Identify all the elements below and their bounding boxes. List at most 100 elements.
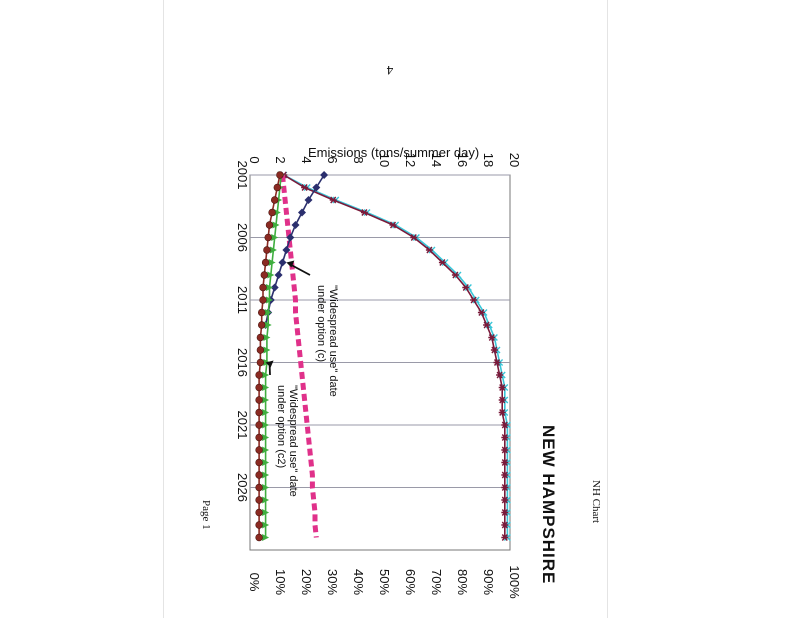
data-point (255, 408, 263, 417)
y-tick-label: 4 (299, 156, 314, 163)
data-point (255, 483, 263, 492)
data-point (501, 496, 509, 504)
data-point (425, 246, 433, 254)
y-tick-label: 10 (377, 153, 392, 167)
data-point (329, 196, 337, 204)
data-point (477, 309, 485, 316)
data-point (438, 259, 446, 266)
y-tick-label: 6 (325, 156, 340, 163)
data-point (262, 459, 270, 466)
data-point (312, 183, 321, 192)
data-point (262, 509, 270, 516)
data-point (255, 396, 263, 404)
page-header: NH Chart (590, 480, 602, 524)
annotation-text: under option (c2) (275, 385, 287, 468)
data-point (278, 258, 287, 267)
page-footer: Page 1 (200, 500, 212, 530)
data-point (263, 246, 271, 254)
y2-tick-label: 0% (247, 573, 262, 592)
data-point (273, 183, 281, 192)
annotation-text: under option (c) (315, 285, 327, 362)
data-point (282, 246, 291, 254)
data-point (262, 434, 270, 441)
data-point (276, 171, 284, 179)
data-point (501, 534, 509, 541)
data-point (260, 271, 268, 279)
data-point (262, 471, 270, 479)
data-point (255, 471, 263, 479)
data-point (483, 321, 491, 329)
page-margin-right (607, 0, 608, 618)
y-tick-label: 2 (273, 156, 288, 163)
data-point (304, 196, 313, 204)
data-point (462, 284, 470, 291)
data-point (255, 446, 263, 454)
data-point (496, 371, 504, 379)
series-line (283, 174, 506, 538)
series-line (264, 174, 282, 538)
data-point (262, 371, 270, 379)
data-point (501, 446, 509, 454)
data-point (501, 434, 509, 441)
x-tick-label: 2001 (235, 161, 250, 190)
y2-tick-label: 10% (273, 569, 288, 595)
data-point (266, 296, 273, 304)
data-point (255, 371, 263, 379)
page-margin-left (163, 0, 164, 618)
data-point (264, 233, 272, 242)
data-point (501, 509, 509, 516)
y-axis-title: Emissions (tons/summer day) (308, 145, 480, 160)
data-point (501, 521, 509, 529)
data-point (262, 496, 270, 504)
data-point (389, 221, 397, 229)
data-point (501, 459, 509, 466)
data-point (259, 283, 267, 292)
data-point (255, 508, 263, 517)
data-point (259, 296, 267, 304)
data-point (264, 321, 272, 329)
data-point (360, 209, 368, 216)
annotation-arrowhead (265, 360, 274, 368)
y2-tick-label: 100% (507, 565, 522, 599)
annotation-arrowhead (286, 260, 295, 268)
y-tick-label: 18 (481, 153, 496, 167)
y2-tick-label: 80% (455, 569, 470, 595)
data-point (262, 409, 270, 416)
y2-tick-label: 90% (481, 569, 496, 595)
x-tick-label: 2021 (235, 411, 250, 440)
y-tick-label: 8 (351, 156, 366, 163)
data-point (298, 208, 306, 217)
data-point (271, 234, 279, 241)
x-tick-label: 2016 (235, 348, 250, 377)
data-point (270, 283, 279, 292)
y-tick-label: 16 (455, 153, 470, 167)
data-point (301, 184, 309, 191)
data-point (291, 221, 300, 229)
data-point (470, 296, 478, 304)
data-point (498, 384, 506, 391)
annotation-text: "Widespread use" date (287, 385, 299, 497)
data-point (255, 521, 263, 529)
x-tick-label: 2026 (235, 473, 250, 502)
data-point (490, 346, 498, 354)
data-point (262, 396, 270, 404)
data-point (272, 221, 280, 229)
data-point (258, 321, 266, 329)
data-point (267, 271, 275, 279)
data-point (410, 234, 418, 241)
data-point (451, 271, 459, 279)
y-tick-label: 12 (403, 153, 418, 167)
data-point (262, 521, 270, 529)
data-point (255, 433, 263, 442)
data-point (256, 346, 265, 354)
data-point (262, 446, 270, 454)
data-point (262, 384, 270, 391)
series-line (258, 174, 281, 538)
y2-tick-label: 40% (351, 569, 366, 595)
data-point (262, 534, 270, 541)
y2-tick-label: 30% (325, 569, 340, 595)
x-tick-label: 2006 (235, 223, 250, 252)
data-point (255, 421, 263, 429)
data-point (255, 458, 263, 467)
